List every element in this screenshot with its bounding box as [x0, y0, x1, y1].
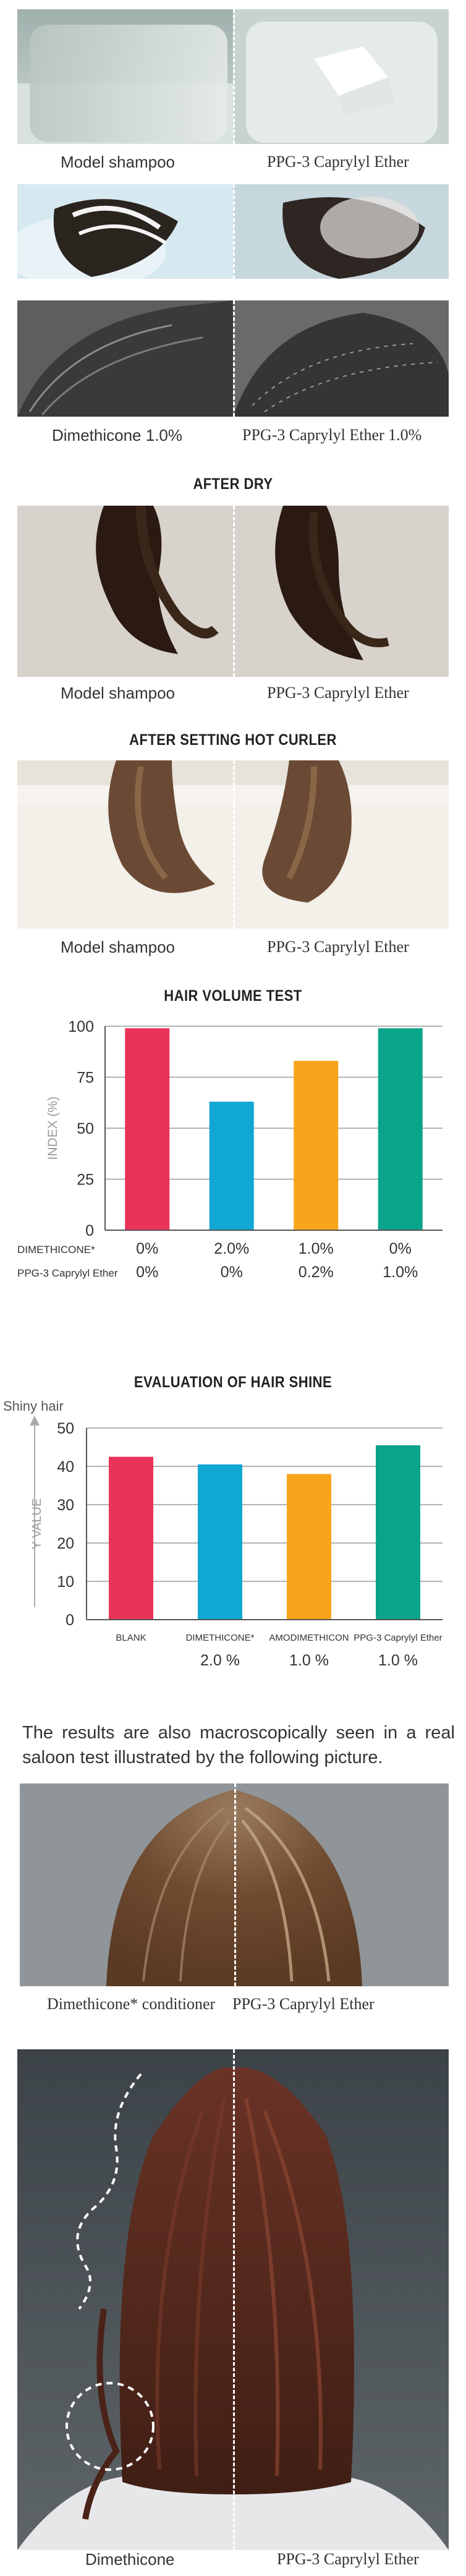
- caption-right: PPG-3 Caprylyl Ether: [267, 684, 409, 702]
- y-tick-label: 100: [68, 1018, 94, 1035]
- photo-divider: [233, 300, 235, 417]
- y-axis-label: Y VALUE: [30, 1498, 44, 1550]
- caption-right: PPG-3 Caprylyl Ether: [232, 1995, 375, 2013]
- arrow-up-icon: [30, 1416, 40, 1426]
- hair-closeup-photo: [17, 300, 449, 417]
- photo-divider: [233, 506, 235, 677]
- shiny-hair-label: Shiny hair: [3, 1398, 64, 1414]
- caption-right: PPG-3 Caprylyl Ether 1.0%: [242, 426, 422, 444]
- ppg3-value: 0.2%: [299, 1264, 334, 1281]
- ppg3-value: 0%: [136, 1264, 158, 1281]
- dimethicone-value: 1.0%: [299, 1240, 334, 1257]
- row-label-dimethicone: DIMETHICONE*: [17, 1244, 95, 1256]
- concentration-value: 2.0 %: [200, 1652, 240, 1669]
- caption-left: Dimethicone* conditioner: [47, 1995, 216, 2013]
- concentration-value: 1.0 %: [289, 1652, 329, 1669]
- x-tick-label: AMODIMETHICON: [269, 1633, 349, 1643]
- caption-left: Model shampoo: [61, 153, 175, 171]
- bar: [378, 1028, 423, 1230]
- final-hair-photo: [17, 2049, 449, 2550]
- photo-divider: [234, 1783, 236, 1986]
- row-label-ppg3: PPG-3 Caprylyl Ether: [17, 1267, 118, 1279]
- photo-divider: [233, 760, 235, 929]
- caption-left: Dimethicone 1.0%: [52, 426, 182, 444]
- ppg3-value: 0%: [221, 1264, 243, 1281]
- shampoo-jars-photo: [17, 9, 449, 144]
- after-dry-heading: AFTER DRY: [193, 475, 273, 493]
- ppg3-value: 1.0%: [383, 1264, 418, 1281]
- dimethicone-value: 0%: [136, 1240, 158, 1257]
- photo-divider: [233, 2049, 235, 2550]
- photo-divider: [233, 184, 235, 279]
- hair-shine-chart: Shiny hair 0 10 20 30 40 50 Y VALUE BLANK DIMETHI…: [0, 1397, 466, 1719]
- bar: [125, 1028, 170, 1230]
- bar: [376, 1445, 420, 1620]
- y-tick-label: 20: [57, 1535, 74, 1552]
- shine-test-heading: EVALUATION OF HAIR SHINE: [133, 1374, 333, 1391]
- saloon-hair-photo: [20, 1783, 449, 1986]
- y-tick-label: 30: [57, 1497, 74, 1514]
- washing-photo: [17, 184, 449, 279]
- y-tick-label: 0: [85, 1222, 94, 1239]
- bar: [294, 1061, 339, 1230]
- caption-right: PPG-3 Caprylyl Ether: [277, 2550, 419, 2568]
- after-dry-photo: [17, 506, 449, 677]
- x-tick-label: PPG-3 Caprylyl Ether: [354, 1633, 442, 1643]
- x-tick-label: DIMETHICONE*: [186, 1633, 255, 1643]
- y-tick-label: 40: [57, 1458, 74, 1476]
- y-tick-label: 50: [57, 1420, 74, 1437]
- saloon-paragraph: The results are also macroscopically see…: [22, 1723, 455, 1767]
- dimethicone-value: 0%: [389, 1240, 412, 1257]
- y-tick-label: 25: [77, 1171, 94, 1189]
- y-tick-label: 75: [77, 1069, 94, 1087]
- y-tick-label: 0: [66, 1612, 74, 1629]
- bar: [198, 1464, 242, 1620]
- volume-test-heading: HAIR VOLUME TEST: [164, 987, 302, 1005]
- photo-divider: [233, 9, 235, 144]
- concentration-value: 1.0 %: [378, 1652, 418, 1669]
- bar: [209, 1102, 254, 1230]
- caption-right: PPG-3 Caprylyl Ether: [267, 153, 409, 171]
- caption-left: Model shampoo: [61, 938, 175, 956]
- caption-left: Model shampoo: [61, 684, 175, 702]
- bar: [287, 1474, 331, 1620]
- hair-volume-chart: 0 25 50 75 100 INDEX (%) DIMETHICONE* PPG-3 Cap…: [0, 1014, 466, 1360]
- caption-left: Dimethicone: [85, 2550, 175, 2569]
- caption-right: PPG-3 Caprylyl Ether: [267, 938, 409, 956]
- y-axis-label: INDEX (%): [46, 1097, 60, 1160]
- bar: [109, 1456, 153, 1620]
- after-curler-heading: AFTER SETTING HOT CURLER: [129, 731, 337, 749]
- after-curler-photo: [17, 760, 449, 929]
- y-tick-label: 50: [77, 1120, 94, 1137]
- y-tick-label: 10: [57, 1573, 74, 1591]
- dimethicone-value: 2.0%: [214, 1240, 249, 1257]
- x-tick-label: BLANK: [116, 1633, 146, 1643]
